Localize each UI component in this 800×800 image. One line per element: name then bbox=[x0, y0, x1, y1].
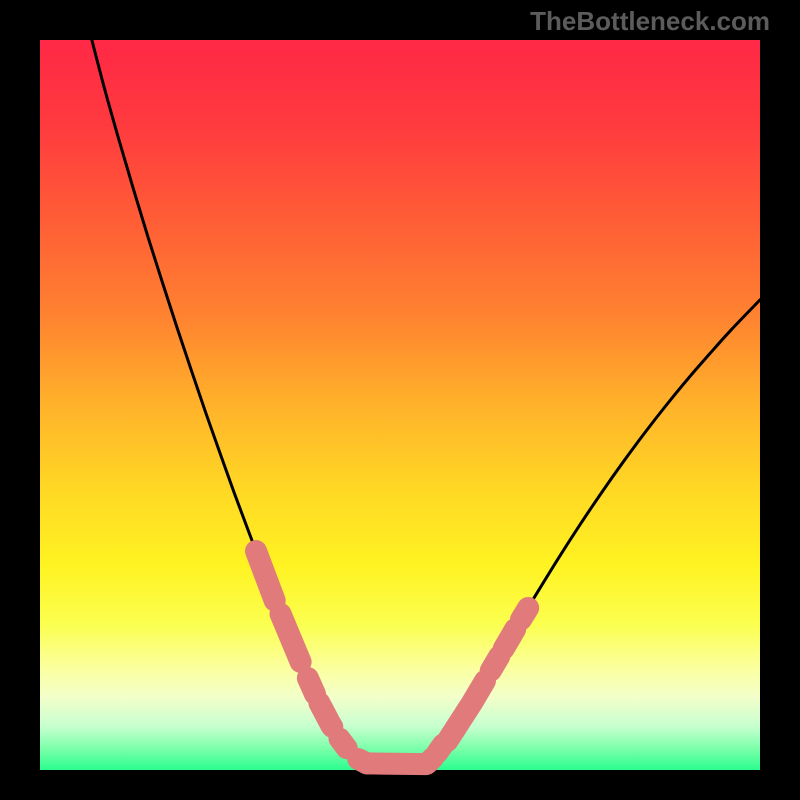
watermark-text: TheBottleneck.com bbox=[530, 6, 770, 37]
chart-container: { "canvas": { "width": 800, "height": 80… bbox=[0, 0, 800, 800]
gradient-background bbox=[40, 40, 760, 770]
